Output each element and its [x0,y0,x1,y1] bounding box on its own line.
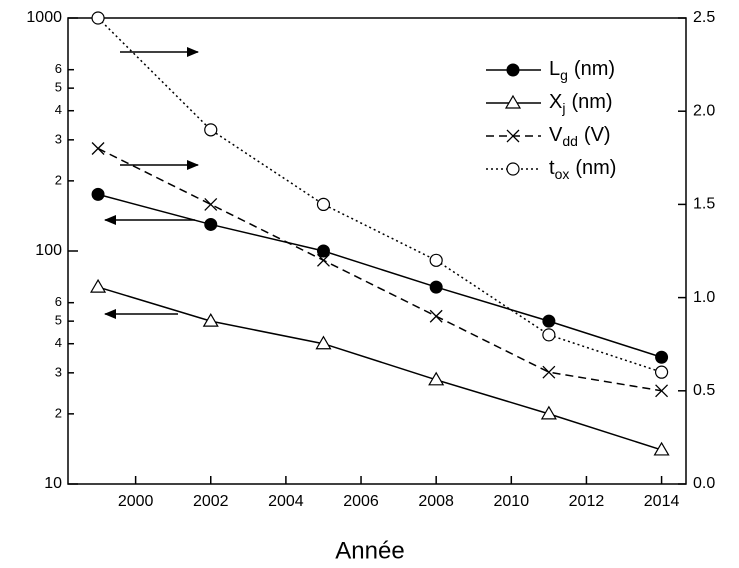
point [91,187,105,201]
y-tick-label: 3 [55,364,62,379]
y-tick-label: 2 [55,405,62,420]
series-line [97,17,662,373]
legend-label: Lg (nm) [549,58,615,82]
x-tick-label: 2012 [569,493,605,510]
point [204,217,218,231]
y-tick-label: 3 [55,131,62,146]
legend-unit: (nm) [574,58,615,80]
point [91,11,105,25]
series-line [97,147,662,392]
legend-label: Xj (nm) [549,91,613,115]
legend-name: V [549,124,563,146]
point [653,441,670,456]
y2-tick-label: 0.0 [693,475,715,492]
legend-marker [506,129,520,143]
legend-unit: (V) [584,124,611,146]
point [91,142,105,155]
point [542,328,556,342]
y-tick-label: 6 [55,294,62,309]
point [542,314,556,328]
point [316,244,330,258]
y-tick-label: 6 [55,61,62,76]
x-tick-label: 2010 [494,493,530,510]
legend-marker [506,162,520,176]
legend-marker [506,63,520,77]
x-tick-label: 2006 [343,493,379,510]
y2-tick-label: 2.5 [693,9,715,26]
legend-subscript: ox [555,166,570,182]
point [90,278,107,293]
x-tick-label: 2008 [418,493,454,510]
y-tick-label: 5 [55,80,62,95]
x-tick-label: 2002 [193,493,229,510]
legend-label: Vdd (V) [549,124,611,148]
legend-unit: (nm) [571,91,612,113]
y-tick-label: 4 [55,102,62,117]
point [429,253,443,267]
y2-tick-label: 0.5 [693,382,715,399]
point [428,371,445,386]
point [202,312,219,327]
point [315,335,332,350]
y-tick-label: 100 [35,242,62,259]
legend-subscript: g [560,67,568,83]
y-tick-label: 2 [55,172,62,187]
legend-subscript: dd [562,133,578,149]
point [429,280,443,294]
plot-frame [67,17,687,485]
y-tick-label: 4 [55,335,62,350]
legend-name: L [549,58,560,80]
legend-marker [504,94,522,109]
point [540,405,557,420]
x-tick-label: 2004 [268,493,304,510]
series-line [97,286,662,451]
point [429,309,443,323]
point [317,253,330,267]
series-line [97,193,662,358]
y2-tick-label: 1.0 [693,289,715,306]
y-tick-label: 1000 [26,9,62,26]
point [654,365,669,379]
y-tick-label: 5 [55,313,62,328]
point [542,365,556,379]
point [316,197,331,211]
point [204,197,218,211]
point [655,384,669,398]
legend-subscript: j [561,100,565,116]
y-tick-label: 10 [44,475,62,492]
legend-label: tox (nm) [549,157,616,181]
point [655,350,669,364]
legend-name: X [549,91,562,113]
x-tick-label: 2000 [118,493,154,510]
y2-tick-label: 1.5 [693,196,715,213]
x-tick-label: 2014 [644,493,680,510]
y2-tick-label: 2.0 [693,102,715,119]
annotation-arrows [104,47,199,319]
point [204,123,218,137]
x-axis-label: Année [335,537,404,564]
legend-name: t [549,157,555,179]
legend-unit: (nm) [575,157,616,179]
